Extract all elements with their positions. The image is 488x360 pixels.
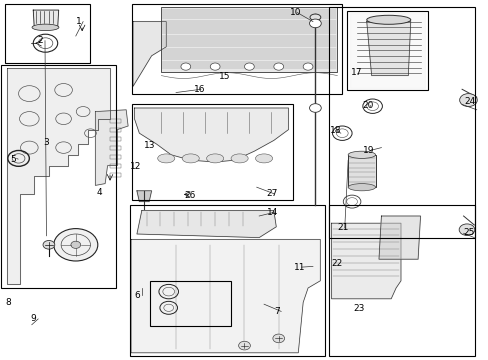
Polygon shape (137, 211, 276, 238)
Text: 20: 20 (362, 101, 373, 110)
Bar (5, 4, 90, 63)
Polygon shape (331, 223, 400, 299)
Text: 1: 1 (76, 17, 81, 26)
Circle shape (309, 19, 321, 28)
Ellipse shape (347, 184, 375, 191)
Text: 19: 19 (362, 146, 374, 155)
Text: 21: 21 (337, 223, 348, 233)
Text: 5: 5 (11, 155, 17, 163)
Circle shape (71, 241, 81, 248)
Ellipse shape (255, 154, 272, 163)
Text: 17: 17 (350, 68, 362, 77)
Text: 9: 9 (31, 315, 37, 324)
Bar (129, 205, 325, 356)
Bar (347, 155, 375, 187)
Ellipse shape (206, 154, 223, 163)
Polygon shape (137, 191, 151, 202)
Circle shape (303, 63, 312, 70)
Bar (110, 146, 121, 150)
Bar (110, 164, 121, 168)
Circle shape (181, 63, 190, 70)
Text: 10: 10 (289, 8, 301, 17)
Text: 3: 3 (43, 138, 49, 147)
Polygon shape (134, 108, 288, 162)
Bar (110, 119, 121, 123)
Polygon shape (349, 13, 425, 88)
Text: 27: 27 (266, 189, 277, 198)
Bar (132, 4, 342, 94)
Circle shape (272, 334, 284, 343)
Text: 25: 25 (463, 228, 474, 237)
Text: 4: 4 (97, 188, 102, 197)
Circle shape (309, 104, 321, 112)
Ellipse shape (309, 14, 320, 21)
Ellipse shape (347, 151, 375, 158)
Circle shape (54, 229, 98, 261)
Bar (110, 128, 121, 132)
Polygon shape (366, 22, 410, 76)
Polygon shape (131, 239, 320, 353)
Bar (1, 65, 116, 288)
Text: 11: 11 (294, 263, 305, 272)
Circle shape (43, 240, 55, 249)
Text: 15: 15 (219, 72, 230, 81)
Bar (110, 137, 121, 141)
Text: 12: 12 (129, 162, 141, 171)
Polygon shape (133, 22, 166, 86)
Bar (150, 281, 230, 326)
Circle shape (459, 94, 476, 107)
Polygon shape (95, 110, 128, 185)
Ellipse shape (157, 154, 175, 163)
Text: 18: 18 (329, 126, 341, 135)
Polygon shape (7, 68, 110, 284)
Text: 22: 22 (331, 259, 342, 269)
Ellipse shape (182, 154, 199, 163)
Bar (132, 104, 293, 200)
Text: 23: 23 (352, 305, 364, 313)
Bar (328, 205, 474, 356)
Text: 6: 6 (134, 291, 140, 300)
Text: 8: 8 (5, 298, 11, 307)
Circle shape (210, 63, 220, 70)
Ellipse shape (32, 24, 59, 31)
Text: 26: 26 (184, 191, 196, 200)
Circle shape (238, 341, 250, 350)
Text: 7: 7 (273, 307, 279, 316)
Circle shape (458, 224, 474, 235)
Bar (328, 7, 474, 238)
Text: 2: 2 (38, 36, 43, 45)
Bar (110, 173, 121, 177)
Circle shape (273, 63, 283, 70)
Text: 13: 13 (143, 141, 155, 150)
Ellipse shape (366, 15, 410, 24)
Bar (161, 7, 337, 72)
Text: 24: 24 (464, 97, 475, 106)
Bar (110, 155, 121, 159)
Polygon shape (378, 216, 420, 259)
Bar (346, 11, 427, 90)
Ellipse shape (230, 154, 247, 163)
Circle shape (244, 63, 254, 70)
Polygon shape (33, 10, 59, 27)
Text: 14: 14 (266, 208, 277, 217)
Text: 16: 16 (193, 85, 205, 94)
